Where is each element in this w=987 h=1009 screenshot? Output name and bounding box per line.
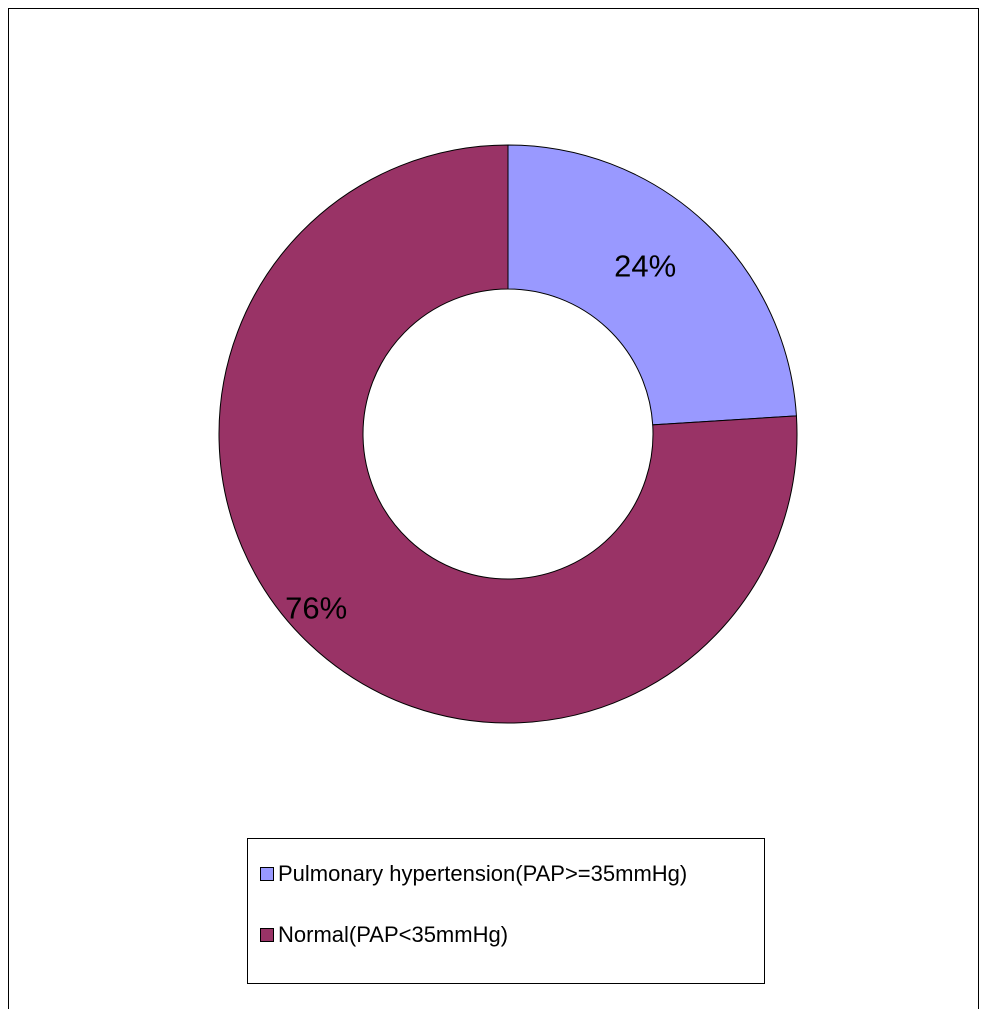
legend-swatch-normal <box>260 928 274 942</box>
legend-item-pulmonary-hypertension: Pulmonary hypertension(PAP>=35mmHg) <box>260 861 687 887</box>
data-labels: 24% 76% <box>285 248 676 625</box>
data-label-normal: 76% <box>285 591 347 626</box>
slice-normal <box>218 144 798 724</box>
slice-pulmonary-hypertension <box>507 144 797 426</box>
legend-label-pulmonary-hypertension: Pulmonary hypertension(PAP>=35mmHg) <box>278 861 688 886</box>
legend-swatch-pulmonary-hypertension <box>260 867 274 881</box>
chart-area-border <box>8 8 979 1009</box>
donut-chart <box>218 144 798 724</box>
legend: Pulmonary hypertension(PAP>=35mmHg) Norm… <box>247 838 765 984</box>
legend-item-normal: Normal(PAP<35mmHg) <box>260 922 508 948</box>
data-label-pulmonary-hypertension: 24% <box>614 248 676 283</box>
legend-label-normal: Normal(PAP<35mmHg) <box>278 922 509 947</box>
